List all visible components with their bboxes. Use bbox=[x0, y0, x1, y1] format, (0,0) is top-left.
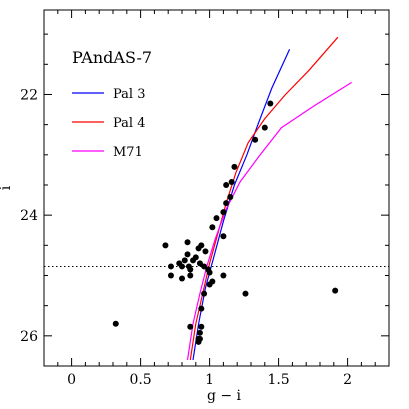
data-point bbox=[332, 287, 339, 294]
data-point bbox=[179, 275, 185, 282]
legend-label: M71 bbox=[113, 145, 143, 160]
data-point bbox=[187, 266, 194, 273]
data-point bbox=[187, 272, 194, 279]
data-point bbox=[242, 290, 249, 297]
data-point bbox=[202, 248, 209, 255]
data-point bbox=[220, 272, 227, 279]
legend: Pal 3 Pal 4 M71 bbox=[72, 87, 145, 160]
legend-label: Pal 3 bbox=[113, 87, 145, 102]
data-point bbox=[184, 239, 191, 246]
data-point bbox=[206, 269, 213, 276]
data-point bbox=[196, 335, 203, 342]
data-point bbox=[201, 290, 208, 297]
data-point bbox=[209, 278, 216, 285]
y-tick-label: 24 bbox=[20, 208, 38, 224]
x-tick-label: 2 bbox=[343, 372, 352, 388]
data-point bbox=[231, 163, 238, 170]
data-point bbox=[213, 215, 220, 222]
data-point bbox=[198, 305, 205, 312]
data-point bbox=[196, 329, 203, 336]
data-point bbox=[201, 263, 208, 270]
data-point bbox=[209, 224, 216, 231]
data-point bbox=[267, 100, 274, 107]
data-point bbox=[198, 242, 205, 249]
x-axis-label: g − i bbox=[207, 388, 242, 404]
x-tick-label: 1 bbox=[205, 372, 214, 388]
x-tick-label: 0 bbox=[67, 372, 76, 388]
data-point bbox=[198, 323, 205, 330]
y-axis-label: i bbox=[0, 185, 14, 190]
data-point bbox=[227, 194, 234, 201]
plot-frame bbox=[43, 9, 390, 367]
data-point bbox=[162, 242, 169, 249]
data-point bbox=[252, 136, 259, 143]
data-point bbox=[167, 263, 174, 270]
x-tick-label: 0.5 bbox=[129, 372, 151, 388]
data-point bbox=[220, 233, 227, 240]
y-tick-label: 22 bbox=[20, 87, 38, 103]
data-point bbox=[179, 263, 185, 270]
plot-area bbox=[44, 36, 389, 361]
data-point bbox=[220, 209, 227, 216]
data-point bbox=[196, 260, 203, 267]
data-point bbox=[228, 178, 235, 185]
chart-title: PAndAS-7 bbox=[72, 48, 152, 67]
y-tick-label: 26 bbox=[20, 329, 38, 345]
data-point bbox=[223, 200, 230, 207]
data-point bbox=[112, 320, 119, 327]
data-point bbox=[184, 251, 191, 258]
series-line-pal-4 bbox=[189, 36, 339, 361]
legend-label: Pal 4 bbox=[113, 116, 145, 131]
data-point bbox=[167, 272, 174, 279]
series-line-pal-3 bbox=[192, 48, 291, 361]
data-point bbox=[181, 257, 188, 264]
data-point bbox=[192, 254, 199, 261]
series-line-m71 bbox=[186, 81, 353, 361]
data-point bbox=[261, 124, 268, 131]
data-point bbox=[187, 323, 194, 330]
data-point bbox=[223, 181, 230, 188]
x-tick-label: 1.5 bbox=[267, 372, 289, 388]
